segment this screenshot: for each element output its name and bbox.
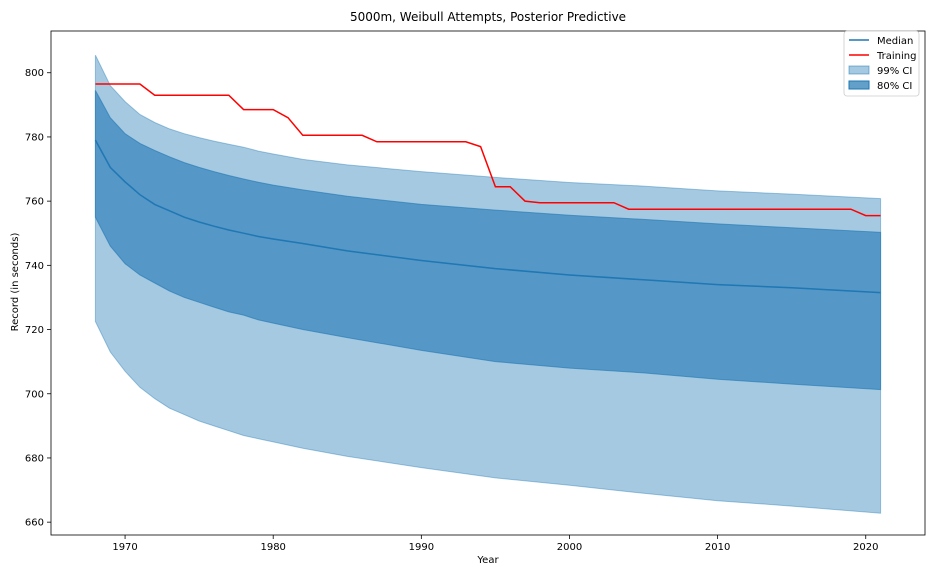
x-tick-label: 2010 (705, 542, 730, 553)
legend-ci99-swatch (848, 65, 870, 75)
x-axis: 1970 1980 1990 2000 2010 2020 (112, 535, 878, 553)
y-tick-label: 760 (25, 197, 44, 208)
legend-box (843, 30, 920, 97)
training-line (95, 83, 881, 217)
legend: Median Training 99% CI 80% CI (843, 30, 920, 97)
x-tick-label: 2020 (853, 542, 878, 553)
y-tick-label: 680 (25, 453, 44, 464)
legend-training-label: Training (876, 51, 916, 62)
chart-title: 5000m, Weibull Attempts, Posterior Predi… (350, 10, 626, 24)
y-tick-label: 800 (25, 68, 44, 79)
plot-area (94, 54, 882, 514)
x-tick-label: 1980 (260, 542, 285, 553)
x-axis-label: Year (476, 555, 499, 566)
y-tick-label: 740 (25, 261, 44, 272)
legend-ci99-label: 99% CI (877, 66, 912, 77)
plot-frame (50, 30, 926, 536)
x-tick-label: 1990 (409, 542, 434, 553)
x-tick-label: 1970 (112, 542, 137, 553)
legend-median-label: Median (877, 36, 913, 47)
y-tick-label: 700 (25, 389, 44, 400)
median-line (94, 139, 881, 294)
y-axis-label: Record (in seconds) (10, 233, 21, 332)
y-tick-label: 660 (25, 518, 44, 529)
ci80-band (94, 90, 882, 391)
legend-ci80-label: 80% CI (877, 81, 912, 92)
legend-ci80-swatch (848, 80, 870, 90)
y-axis: 660 680 700 720 740 760 780 800 (25, 68, 51, 529)
y-tick-label: 720 (25, 325, 44, 336)
y-tick-label: 780 (25, 132, 44, 143)
x-tick-label: 2000 (557, 542, 582, 553)
